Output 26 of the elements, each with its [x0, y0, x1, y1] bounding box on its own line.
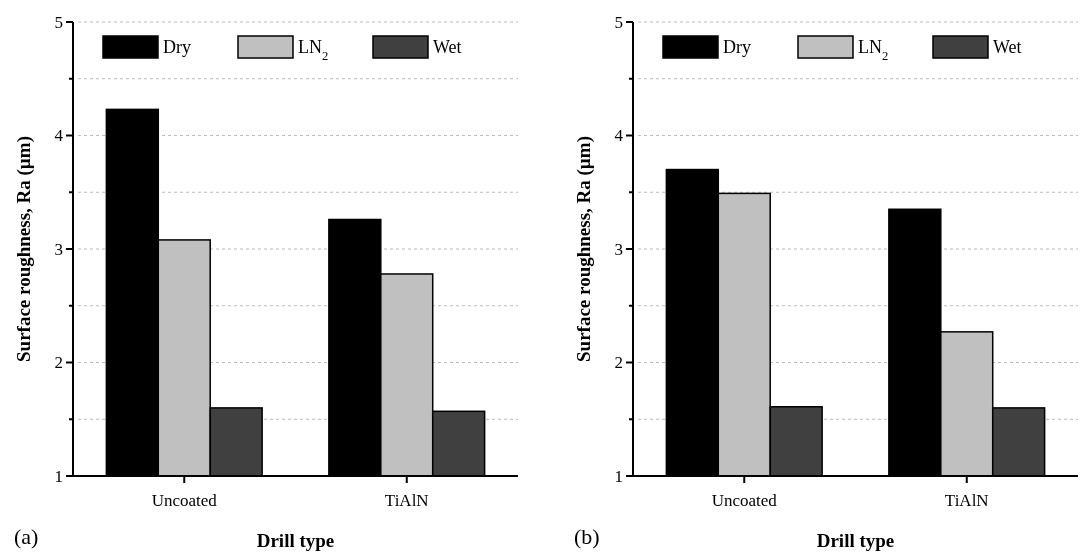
x-axis-title: Drill type: [816, 530, 895, 551]
y-axis-title: Surface roughness, Ra (µm): [13, 136, 35, 362]
legend-label: LN$_{2}$: [298, 37, 329, 64]
legend-label: Wet: [993, 37, 1022, 58]
y-tick-label: 2: [54, 353, 63, 373]
legend-label: LN$_{2}$: [858, 37, 889, 64]
y-tick-label: 2: [614, 353, 623, 373]
y-tick-label: 3: [614, 239, 623, 259]
y-tick-label: 5: [614, 12, 623, 32]
x-tick-label: TiAlN: [384, 491, 429, 510]
y-tick-label: 3: [54, 239, 63, 259]
text: (a): [14, 524, 39, 549]
x-tick-label: Uncoated: [151, 491, 218, 510]
y-tick-label: 1: [614, 466, 623, 486]
y-tick-label: 4: [54, 126, 64, 146]
legend-label: Dry: [163, 37, 191, 58]
y-tick-label: 1: [54, 466, 63, 486]
y-axis-title: Surface roughness, Ra (µm): [573, 136, 595, 362]
y-tick-label: 4: [614, 126, 624, 146]
x-axis-title: Drill type: [256, 530, 335, 551]
text: (b): [574, 524, 600, 549]
x-tick-label: Uncoated: [711, 491, 778, 510]
x-tick-label: TiAlN: [944, 491, 989, 510]
legend-label: Wet: [433, 37, 462, 58]
y-tick-label: 5: [54, 12, 63, 32]
legend-label: Dry: [723, 37, 751, 58]
